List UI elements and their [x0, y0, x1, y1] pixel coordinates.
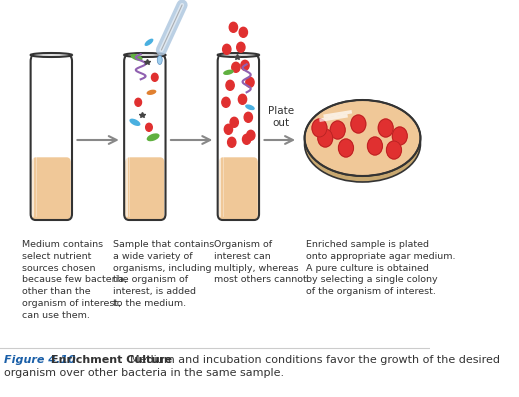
Circle shape [230, 117, 238, 127]
Ellipse shape [124, 53, 166, 57]
Circle shape [146, 123, 152, 131]
Ellipse shape [305, 100, 420, 176]
Ellipse shape [145, 39, 154, 46]
Circle shape [237, 42, 245, 52]
Circle shape [318, 129, 333, 147]
Text: Figure 4.10: Figure 4.10 [4, 355, 76, 365]
Ellipse shape [129, 119, 141, 126]
Circle shape [244, 112, 252, 122]
Text: Medium contains
select nutrient
sources chosen
because few bacteria,
other than : Medium contains select nutrient sources … [22, 240, 128, 320]
Text: Enriched sample is plated
onto appropriate agar medium.
A pure culture is obtain: Enriched sample is plated onto appropria… [306, 240, 456, 296]
Circle shape [232, 62, 240, 72]
Circle shape [222, 97, 230, 107]
Circle shape [135, 98, 142, 106]
Text: Organism of
interest can
multiply, whereas
most others cannot.: Organism of interest can multiply, where… [213, 240, 309, 284]
Ellipse shape [146, 90, 156, 95]
Text: Medium and incubation conditions favor the growth of the desired: Medium and incubation conditions favor t… [130, 355, 500, 365]
Circle shape [229, 22, 238, 32]
Text: organism over other bacteria in the same sample.: organism over other bacteria in the same… [4, 368, 284, 378]
Circle shape [247, 130, 255, 140]
Ellipse shape [147, 133, 159, 141]
Circle shape [238, 94, 247, 104]
Circle shape [224, 124, 233, 134]
Circle shape [387, 141, 401, 159]
Circle shape [239, 27, 248, 37]
FancyBboxPatch shape [126, 157, 165, 220]
Ellipse shape [31, 53, 72, 57]
Ellipse shape [245, 104, 255, 110]
Ellipse shape [223, 69, 234, 75]
Circle shape [338, 139, 353, 157]
Circle shape [223, 44, 231, 54]
Circle shape [312, 119, 327, 137]
FancyBboxPatch shape [32, 157, 71, 220]
Circle shape [378, 119, 393, 137]
Text: Enrichment Culture: Enrichment Culture [51, 355, 172, 365]
Circle shape [392, 127, 407, 145]
Circle shape [152, 73, 158, 81]
Ellipse shape [157, 56, 162, 64]
Circle shape [241, 60, 249, 70]
Text: Sample that contains
a wide variety of
organisms, including
the organism of
inte: Sample that contains a wide variety of o… [113, 240, 215, 308]
FancyBboxPatch shape [219, 157, 258, 220]
Circle shape [226, 80, 234, 90]
Text: Plate
out: Plate out [268, 106, 294, 128]
Circle shape [242, 134, 251, 144]
Circle shape [330, 121, 345, 139]
Circle shape [351, 115, 366, 133]
Circle shape [367, 137, 383, 155]
Ellipse shape [217, 53, 259, 57]
Circle shape [228, 137, 236, 147]
Circle shape [246, 77, 254, 87]
Ellipse shape [305, 106, 420, 182]
Ellipse shape [131, 54, 143, 61]
